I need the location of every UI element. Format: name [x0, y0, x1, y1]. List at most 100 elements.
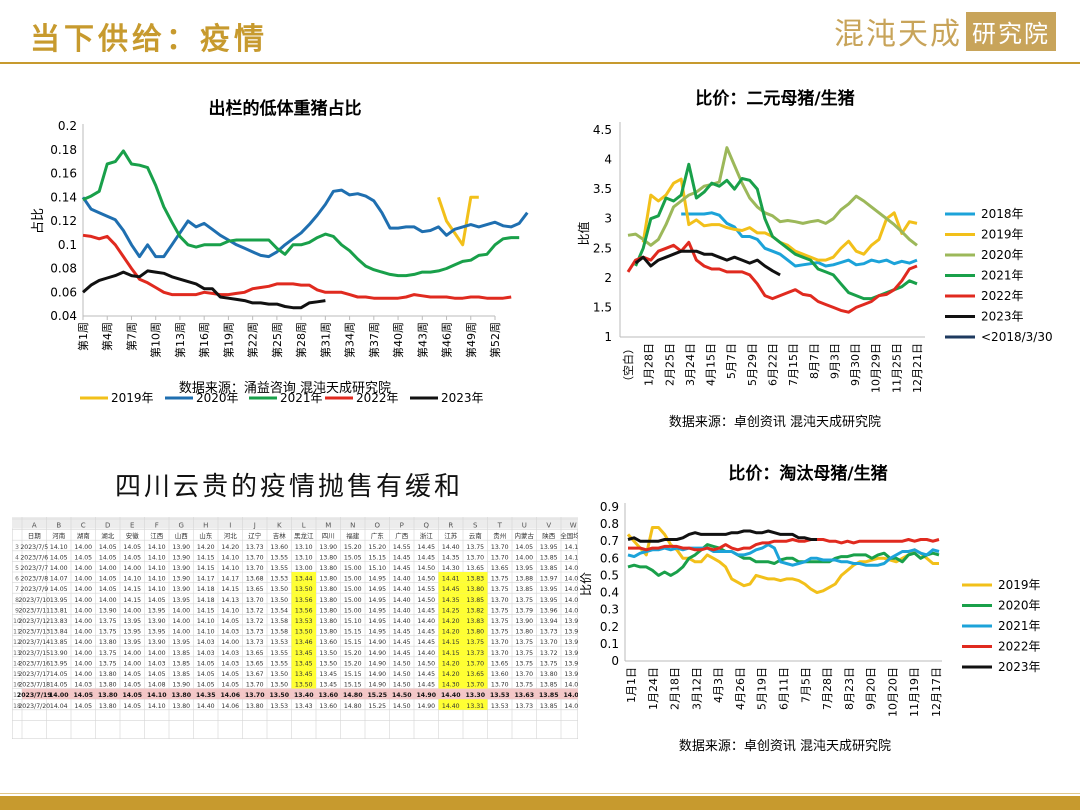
table-cell: 13.75 [491, 586, 509, 593]
table-cell: 14.07 [50, 576, 68, 583]
table-cell: 14.05 [221, 618, 239, 625]
x-tick-label: 10月20日 [886, 667, 899, 717]
column-letter: R [448, 522, 453, 530]
highlight-cell [463, 699, 488, 710]
table-cell: 14.00 [74, 597, 92, 604]
table-cell: 13.90 [515, 618, 533, 625]
highlight-cell [438, 582, 463, 594]
table-cell: 13.72 [246, 618, 264, 625]
table-cell: 14.05 [50, 671, 68, 678]
header-cell: 云南 [469, 531, 483, 540]
table-cell: 14.45 [417, 554, 435, 561]
legend-label: 2018年 [981, 207, 1024, 221]
table-cell: 14.15 [442, 639, 460, 646]
table-cell: 14.15 [197, 554, 215, 561]
table-cell: 13.95 [564, 671, 578, 678]
x-tick-label: （空白） [621, 343, 635, 387]
header-cell: 福建 [346, 531, 360, 540]
y-tick-label: 3.5 [593, 182, 612, 196]
table-cell: 13.90 [148, 639, 166, 646]
table-cell: 14.11 [564, 554, 578, 561]
table-cell: 13.70 [245, 692, 265, 699]
legend-label: 2019年 [998, 578, 1041, 592]
table-cell: 13.44 [295, 576, 313, 583]
highlight-cell [463, 646, 488, 657]
table-cell: 13.90 [172, 544, 190, 551]
highlight-cell [291, 656, 316, 668]
column-letter: N [350, 522, 355, 530]
table-cell: 2023/7/18 [18, 682, 50, 689]
header-cell: 湖南 [77, 531, 91, 540]
header-cell: 全国均价 [560, 531, 578, 540]
table-cell: 13.79 [515, 607, 533, 614]
table-cell: 2023/7/11 [18, 607, 50, 614]
highlight-cell [463, 603, 488, 615]
highlight-cell [438, 625, 463, 636]
table-cell: 14.40 [417, 618, 435, 625]
row-number: 6 [15, 576, 19, 583]
table-cell: 14.02 [563, 692, 578, 699]
table-cell: 14.00 [74, 565, 92, 572]
table-cell: 13.40 [294, 692, 314, 699]
column-letter: V [546, 522, 551, 530]
table-cell: 13.63 [514, 692, 534, 699]
table-cell: 13.85 [515, 586, 533, 593]
table-cell: 13.70 [466, 682, 484, 689]
table-cell: 13.53 [491, 703, 509, 710]
table-cell: 14.15 [442, 650, 460, 657]
x-tick-label: 第7周 [124, 322, 138, 351]
table-cell: 13.72 [540, 650, 558, 657]
table-cell: 13.60 [319, 703, 337, 710]
table-cell: 14.20 [442, 660, 460, 667]
table-cell: 14.05 [50, 682, 68, 689]
chart-low-weight-ratio: 出栏的低体重猪占比 0.04 0.06 0.08 0.1 0.12 0.14 0.16 0.18… [31, 98, 529, 405]
table-cell: 13.75 [491, 629, 509, 636]
table-cell: 13.85 [540, 554, 558, 561]
table-cell: 14.10 [148, 586, 166, 593]
x-tick-label: 3月24日 [684, 343, 697, 386]
column-letter: B [56, 522, 61, 530]
highlight-cell [463, 582, 488, 594]
table-cell: 14.05 [221, 671, 239, 678]
logo-box: 研究院 [966, 11, 1056, 51]
column-letter: U [522, 522, 527, 530]
table-cell: 13.73 [515, 703, 533, 710]
column-letter: G [179, 522, 184, 530]
table-cell: 13.80 [319, 618, 337, 625]
table-cell: 13.65 [246, 650, 264, 657]
x-tick-label: 2月25日 [663, 343, 676, 386]
series-line [627, 146, 918, 247]
chart-title: 出栏的低体重猪占比 [209, 98, 362, 119]
table-cell: 14.35 [442, 554, 460, 561]
table-cell: 14.45 [393, 650, 411, 657]
y-tick-label: 1.5 [593, 300, 612, 314]
table-cell: 14.06 [221, 703, 239, 710]
table-cell: 13.80 [319, 576, 337, 583]
table-cell: 13.80 [319, 629, 337, 636]
header-cell: 陕西 [542, 531, 556, 540]
legend-label: 2022年 [998, 640, 1041, 654]
table-cell: 15.00 [344, 565, 362, 572]
table-cell: 15.10 [344, 618, 362, 625]
table-cell: 14.05 [221, 682, 239, 689]
table-cell: 13.56 [295, 597, 313, 604]
table-cell: 14.50 [417, 565, 435, 572]
table-cell: 13.65 [466, 671, 484, 678]
x-tick-label: 1月1日 [625, 667, 638, 703]
table-cell: 2023/7/12 [18, 618, 50, 625]
x-tick-label: 4月3日 [712, 667, 725, 703]
table-cell: 13.60 [319, 639, 337, 646]
highlight-cell [291, 625, 316, 636]
highlight-cell [438, 656, 463, 668]
highlight-cell [438, 667, 463, 678]
y-tick-label: 4 [604, 153, 612, 167]
table-cell: 13.90 [99, 607, 117, 614]
header-cell: 广东 [371, 531, 385, 540]
highlight-cell [463, 635, 488, 647]
table-cell: 13.70 [246, 682, 264, 689]
table-cell: 15.20 [344, 650, 362, 657]
table-cell: 14.00 [74, 671, 92, 678]
table-cell: 13.80 [99, 671, 117, 678]
table-cell: 13.85 [540, 565, 558, 572]
table-cell: 13.30 [465, 692, 485, 699]
